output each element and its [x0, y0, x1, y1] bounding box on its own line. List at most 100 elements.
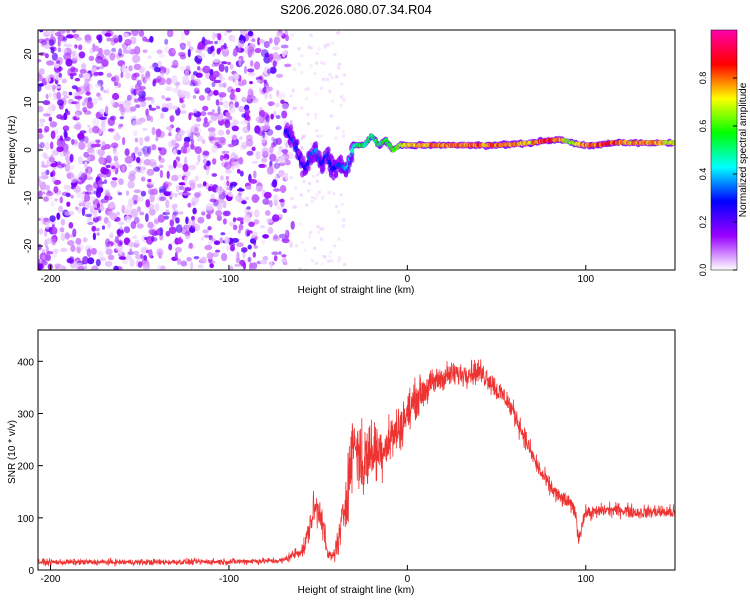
heat-cell — [309, 33, 313, 37]
heat-cell — [47, 196, 53, 200]
heat-cell — [208, 186, 216, 192]
heat-cell — [315, 193, 319, 197]
heat-cell — [197, 66, 201, 71]
heat-cell — [125, 254, 132, 261]
heat-cell — [165, 97, 172, 102]
heat-cell — [64, 232, 70, 240]
heat-cell — [179, 42, 187, 47]
heat-cell — [134, 98, 138, 103]
heat-cell — [84, 36, 92, 44]
heat-cell — [295, 138, 300, 146]
heat-cell — [140, 190, 147, 197]
heat-cell — [243, 65, 248, 74]
heat-cell — [50, 130, 56, 140]
heat-cell — [104, 260, 113, 267]
heat-cell — [211, 238, 216, 242]
heat-cell — [133, 189, 141, 194]
heat-cell — [166, 102, 174, 111]
heat-cell — [223, 153, 230, 161]
heat-cell — [113, 37, 119, 44]
heat-cell — [38, 264, 42, 270]
heat-cell — [47, 190, 52, 194]
spectrogram-y-label: Frequency (Hz) — [7, 116, 18, 185]
heat-cell — [200, 111, 207, 117]
heat-cell — [241, 141, 247, 146]
heat-cell — [154, 202, 160, 212]
heat-cell — [292, 107, 296, 111]
heat-cell — [148, 249, 153, 258]
heat-cell — [136, 156, 141, 164]
heat-cell — [226, 180, 230, 187]
heat-cell — [64, 136, 71, 142]
heat-cell — [267, 101, 275, 106]
y-tick-label: 20 — [23, 48, 34, 60]
heat-cell — [157, 214, 165, 223]
heat-cell — [234, 263, 242, 267]
heat-cell — [112, 75, 120, 84]
heat-cell — [249, 90, 255, 95]
heat-cell — [155, 128, 162, 138]
heat-cell — [121, 164, 126, 173]
heat-cell — [113, 265, 119, 270]
heat-cell — [250, 94, 255, 99]
heat-cell — [225, 111, 231, 118]
heat-cell — [181, 104, 186, 109]
heat-cell — [178, 211, 184, 215]
heat-cell — [105, 155, 112, 164]
heat-cell — [146, 168, 155, 176]
heat-cell — [70, 66, 76, 73]
heat-cell — [326, 146, 331, 154]
heat-cell — [75, 246, 81, 253]
heat-cell — [259, 39, 265, 44]
heat-cell — [153, 187, 158, 194]
heat-cell — [166, 170, 170, 179]
heat-cell — [249, 81, 253, 85]
heat-cell — [50, 47, 55, 54]
heat-cell — [204, 87, 211, 94]
heat-cell — [184, 187, 192, 192]
heat-cell — [142, 36, 148, 42]
heat-cell — [247, 122, 251, 131]
heat-cell — [241, 113, 247, 118]
heat-cell — [53, 248, 59, 254]
heat-cell — [196, 135, 204, 142]
heat-cell — [180, 260, 188, 267]
heat-cell — [118, 247, 123, 256]
heat-cell — [45, 184, 51, 191]
heat-cell — [77, 132, 85, 140]
heat-cell — [117, 34, 123, 43]
heat-cell — [102, 174, 108, 178]
heat-cell — [227, 75, 235, 81]
heat-cell — [86, 248, 92, 257]
heat-cell — [129, 84, 135, 93]
heat-cell — [183, 192, 191, 196]
heat-cell — [137, 206, 141, 213]
heat-cell — [220, 175, 224, 181]
heat-cell — [218, 73, 223, 80]
heat-cell — [38, 243, 42, 251]
heat-cell — [184, 156, 188, 165]
heat-cell — [246, 209, 254, 217]
heat-cell — [131, 73, 137, 81]
heat-cell — [310, 200, 314, 203]
heat-cell — [61, 78, 67, 84]
heat-cell — [152, 62, 159, 69]
heat-cell — [229, 181, 238, 187]
heat-cell — [149, 193, 155, 203]
heat-cell — [241, 247, 248, 253]
heat-cell — [297, 62, 301, 66]
heat-cell — [254, 47, 262, 54]
heat-cell — [270, 113, 274, 120]
heat-cell — [58, 205, 64, 213]
heat-cell — [104, 32, 112, 37]
heat-cell — [96, 232, 100, 236]
heat-cell — [219, 77, 226, 81]
spectrogram-y-ticks: -20 -10 0 10 20 — [23, 48, 43, 253]
y-tick-label: 200 — [17, 462, 34, 473]
heat-cell — [307, 189, 311, 193]
heat-cell — [250, 262, 258, 269]
heat-cell — [159, 192, 165, 200]
heat-cell — [240, 120, 247, 125]
heat-cell — [323, 45, 327, 49]
heat-cell — [158, 155, 162, 161]
